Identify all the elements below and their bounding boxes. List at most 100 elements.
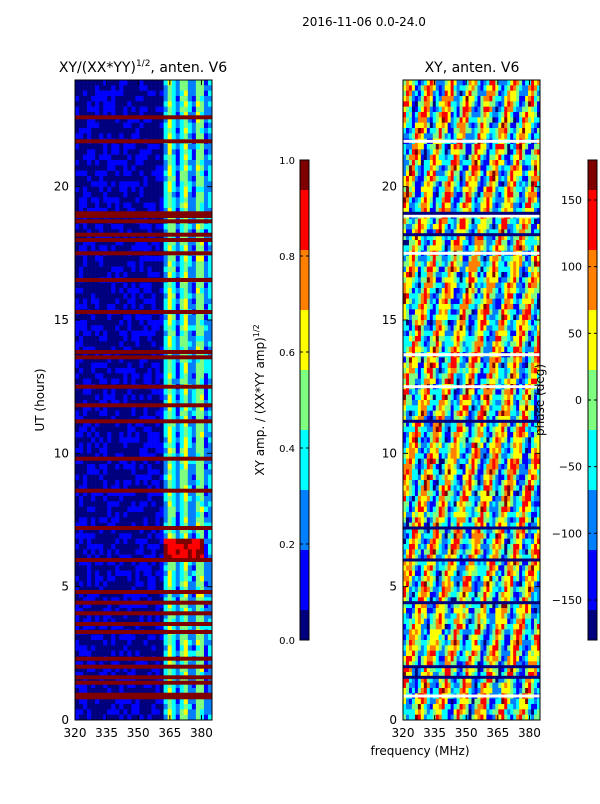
heatmap-cell — [111, 224, 115, 230]
heatmap-cell — [196, 283, 200, 289]
heatmap-cell — [164, 267, 168, 273]
heatmap-cell — [156, 715, 160, 721]
heatmap-cell — [427, 133, 430, 139]
heatmap-cell — [188, 411, 192, 417]
heatmap-cell — [75, 283, 79, 289]
heatmap-cell — [200, 411, 204, 417]
heatmap-cell — [168, 155, 172, 161]
heatmap-cell — [168, 645, 172, 651]
heatmap-cell — [160, 144, 164, 150]
heatmap-cell — [168, 315, 172, 321]
heatmap-cell — [180, 272, 184, 278]
heatmap-cell — [99, 245, 103, 251]
heatmap-cell — [472, 101, 475, 107]
heatmap-cell — [123, 475, 127, 481]
heatmap-cell — [95, 224, 99, 230]
heatmap-cell — [180, 709, 184, 715]
heatmap-cell — [516, 96, 519, 102]
heatmap-cell — [79, 128, 83, 134]
heatmap-cell — [99, 331, 103, 337]
heatmap-cell — [531, 80, 534, 86]
heatmap-cell — [131, 715, 135, 721]
heatmap-cell — [184, 539, 188, 545]
heatmap-cell — [103, 101, 107, 107]
heatmap-cell — [483, 107, 486, 113]
flagged-row — [75, 622, 212, 626]
heatmap-cell — [445, 133, 448, 139]
heatmap-cell — [477, 149, 480, 155]
heatmap-cell — [200, 96, 204, 102]
heatmap-cell — [474, 101, 477, 107]
heatmap-cell — [135, 443, 139, 449]
heatmap-cell — [168, 427, 172, 433]
heatmap-cell — [176, 128, 180, 134]
heatmap-cell — [156, 395, 160, 401]
heatmap-cell — [486, 128, 489, 134]
heatmap-cell — [176, 437, 180, 443]
heatmap-cell — [204, 645, 208, 651]
flagged-row — [75, 385, 212, 389]
heatmap-cell — [204, 715, 208, 721]
heatmap-cell — [135, 165, 139, 171]
heatmap-cell — [83, 192, 87, 198]
heatmap-cell — [188, 133, 192, 139]
heatmap-cell — [188, 256, 192, 262]
heatmap-cell — [498, 155, 501, 161]
heatmap-cell — [99, 336, 103, 342]
heatmap-cell — [168, 101, 172, 107]
heatmap-cell — [451, 117, 454, 123]
heatmap-cell — [107, 299, 111, 305]
heatmap-cell — [111, 496, 115, 502]
heatmap-cell — [119, 565, 123, 571]
heatmap-cell — [200, 645, 204, 651]
heatmap-cell — [160, 699, 164, 705]
heatmap-cell — [164, 192, 168, 198]
heatmap-cell — [196, 171, 200, 177]
heatmap-cell — [119, 640, 123, 646]
heatmap-cell — [131, 443, 135, 449]
heatmap-cell — [466, 123, 469, 129]
heatmap-cell — [204, 160, 208, 166]
heatmap-cell — [160, 645, 164, 651]
heatmap-cell — [156, 389, 160, 395]
heatmap-cell — [119, 363, 123, 369]
heatmap-cell — [184, 363, 188, 369]
heatmap-cell — [483, 144, 486, 150]
heatmap-cell — [156, 267, 160, 273]
heatmap-cell — [418, 160, 421, 166]
heatmap-cell — [172, 512, 176, 518]
heatmap-cell — [531, 149, 534, 155]
heatmap-cell — [415, 101, 418, 107]
heatmap-cell — [123, 160, 127, 166]
heatmap-cell — [495, 160, 498, 166]
heatmap-cell — [436, 101, 439, 107]
heatmap-cell — [103, 267, 107, 273]
colorbar-segment — [300, 525, 309, 530]
heatmap-cell — [144, 715, 148, 721]
heatmap-cell — [95, 448, 99, 454]
heatmap-cell — [172, 635, 176, 641]
heatmap-cell — [152, 192, 156, 198]
heatmap-cell — [111, 533, 115, 539]
heatmap-cell — [184, 437, 188, 443]
heatmap-cell — [152, 144, 156, 150]
heatmap-cell — [409, 96, 412, 102]
heatmap-cell — [451, 155, 454, 161]
heatmap-cell — [436, 133, 439, 139]
heatmap-cell — [433, 101, 436, 107]
heatmap-cell — [115, 437, 119, 443]
heatmap-cell — [184, 533, 188, 539]
heatmap-cell — [522, 101, 525, 107]
heatmap-cell — [119, 133, 123, 139]
heatmap-cell — [454, 85, 457, 91]
heatmap-cell — [135, 549, 139, 555]
heatmap-cell — [172, 709, 176, 715]
heatmap-cell — [164, 304, 168, 310]
heatmap-cell — [164, 709, 168, 715]
heatmap-cell — [192, 549, 196, 555]
heatmap-cell — [152, 315, 156, 321]
heatmap-cell — [75, 437, 79, 443]
heatmap-cell — [168, 144, 172, 150]
heatmap-cell — [119, 389, 123, 395]
heatmap-cell — [119, 160, 123, 166]
